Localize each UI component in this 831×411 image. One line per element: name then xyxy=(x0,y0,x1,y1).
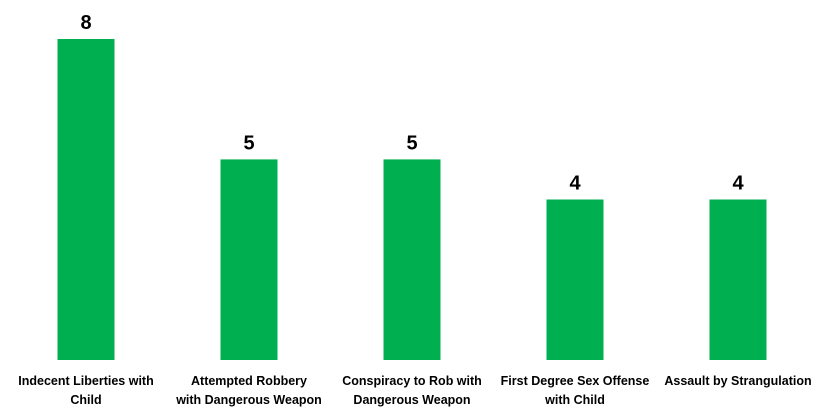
category-label-3-line-1: with Child xyxy=(544,393,605,407)
category-label-0-line-0: Indecent Liberties with xyxy=(18,374,153,388)
data-label-0: 8 xyxy=(80,12,91,34)
category-label-0: Indecent Liberties with Child xyxy=(18,374,153,407)
data-label-3: 4 xyxy=(569,173,581,195)
bar-1 xyxy=(220,159,278,360)
category-label-2-line-1: Dangerous Weapon xyxy=(353,393,470,407)
category-label-1: Attempted Robbery with Dangerous Weapon xyxy=(175,374,322,407)
data-label-4: 4 xyxy=(732,173,744,195)
bar-4 xyxy=(709,199,767,360)
category-label-4-line-0: Assault by Strangulation xyxy=(664,374,811,388)
data-label-2: 5 xyxy=(406,132,417,154)
data-label-1: 5 xyxy=(243,132,254,154)
category-label-0-line-1: Child xyxy=(70,393,101,407)
category-label-1-line-1: with Dangerous Weapon xyxy=(175,393,322,407)
bar-2 xyxy=(383,159,441,360)
category-label-3: First Degree Sex Offense with Child xyxy=(501,374,650,407)
category-label-2-line-0: Conspiracy to Rob with xyxy=(342,374,482,388)
category-label-4: Assault by Strangulation xyxy=(664,374,811,388)
bar-3 xyxy=(546,199,604,360)
category-label-3-line-0: First Degree Sex Offense xyxy=(501,374,650,388)
category-label-1-line-0: Attempted Robbery xyxy=(191,374,307,388)
bar-0 xyxy=(57,39,115,360)
category-label-2: Conspiracy to Rob with Dangerous Weapon xyxy=(342,374,482,407)
